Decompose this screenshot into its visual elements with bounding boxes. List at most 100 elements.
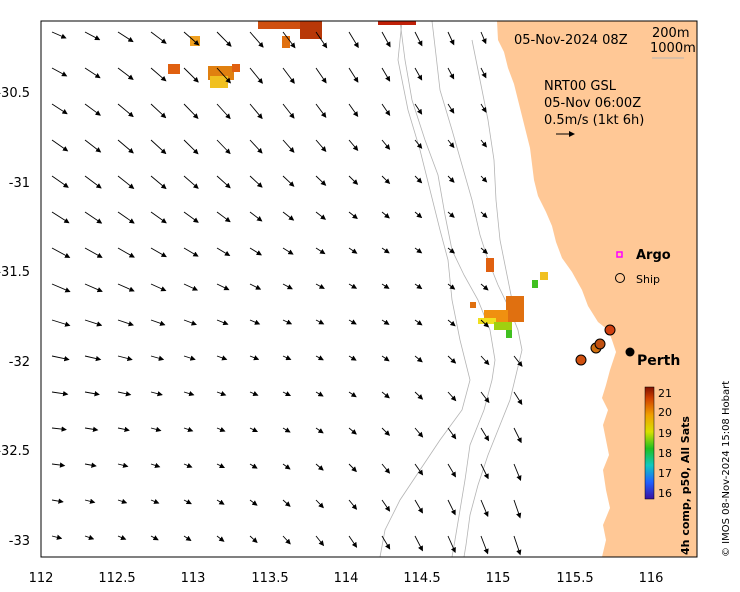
current-arrow [117,139,134,154]
colorbar-tick-17: 17 [658,467,672,480]
current-arrow [84,498,96,504]
current-arrow [183,247,199,257]
sst-patch [470,302,476,308]
current-arrow [183,426,194,433]
sst-patch [532,280,538,288]
current-arrow [348,67,359,83]
current-arrow [51,211,70,224]
current-arrow [183,355,196,361]
current-arrow [183,103,199,119]
current-arrow [480,499,489,518]
current-arrow [249,355,260,361]
current-arrow [447,427,457,440]
current-arrow [282,427,291,433]
current-arrow [513,427,522,444]
current-arrow [480,175,488,183]
current-arrow [51,534,63,540]
current-arrow [150,175,167,190]
current-arrow [150,355,165,361]
sst-patch [478,318,496,324]
sst-patch [258,21,318,29]
current-arrow [414,31,423,47]
current-arrow [414,67,423,81]
current-arrow [315,355,324,361]
current-arrow [348,535,358,548]
current-arrow [249,535,258,544]
sst-patch [168,64,180,74]
current-arrow [381,283,390,289]
colorbar-tick-20: 20 [658,406,672,419]
plot-border [40,20,698,558]
current-arrow [51,498,64,504]
current-arrow [51,462,66,468]
current-arrow [447,247,456,254]
current-arrow [282,67,295,84]
current-arrow [414,175,423,184]
current-arrow [414,211,423,219]
current-arrow [414,391,424,400]
y-tick: -31 [9,176,30,191]
current-arrow [216,31,232,47]
sst-patch [210,76,228,88]
argo-legend-label: Argo [636,248,671,263]
current-arrow [84,391,100,397]
colorbar-tick-18: 18 [658,447,672,460]
current-arrow [348,463,357,473]
current-arrow [414,427,424,438]
colorbar-tick-16: 16 [658,487,672,500]
current-source-line2: 05-Nov 06:00Z [544,96,641,111]
current-arrow [84,462,97,468]
current-arrow [315,427,324,434]
current-arrow [447,283,456,290]
ship-marker [575,354,587,366]
current-arrow [315,67,327,84]
y-tick: -30.5 [0,86,30,101]
current-arrow [216,391,227,397]
y-tick: -31.5 [0,265,30,280]
colorbar-tick-21: 21 [658,387,672,400]
current-arrow [249,499,258,506]
current-arrow [381,31,391,48]
current-arrow [84,175,102,189]
current-arrow [249,247,262,256]
x-tick: 114.5 [403,571,440,586]
current-arrow [84,67,101,79]
current-arrow [183,462,193,468]
colorbar-gradient [644,386,655,500]
current-arrow [282,355,292,361]
isobath-shelf-edge [471,39,513,301]
argo-legend-marker [616,251,623,258]
current-arrow [381,427,391,436]
current-arrow [216,139,231,155]
current-arrow [348,391,357,398]
current-arrow [447,463,456,478]
current-arrow [348,103,359,118]
current-arrow [216,103,231,120]
current-arrow [447,211,455,218]
ship-track [575,324,616,366]
current-arrow [84,139,102,153]
y-tick: -32 [9,355,30,370]
x-tick: 113.5 [251,571,288,586]
current-arrow [381,211,390,219]
current-arrow [183,319,197,326]
current-arrow [183,499,192,505]
current-arrow [447,67,455,80]
sst-patch [232,64,240,72]
current-arrow [216,319,229,326]
current-arrow [150,535,159,541]
current-arrow [348,319,357,325]
current-arrow [414,319,423,326]
current-arrow [480,247,488,254]
isobath-label-200m: 200m [652,26,689,41]
current-arrow [282,211,295,221]
ship-legend-marker [615,273,625,283]
current-arrow [381,247,390,254]
current-arrow [315,319,325,325]
current-arrow [183,175,199,189]
current-arrow [150,462,161,468]
current-arrow [249,391,259,397]
current-arrow [249,103,263,120]
current-vectors [51,31,523,556]
current-arrow [249,175,263,188]
